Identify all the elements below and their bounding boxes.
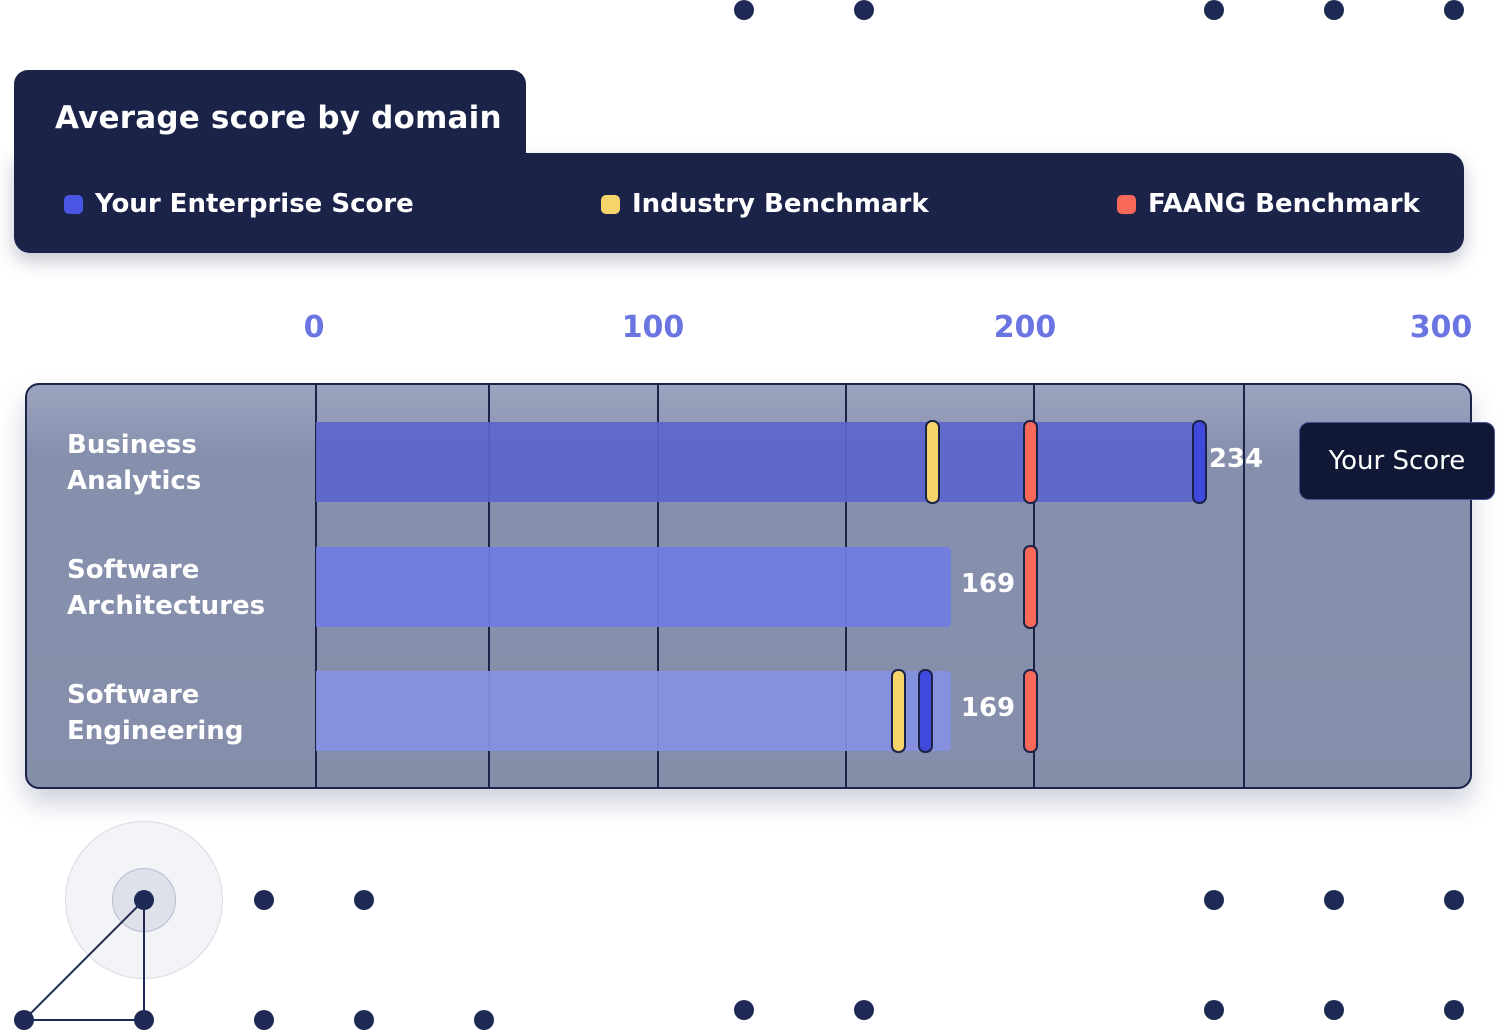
score-bar-business-analytics (316, 422, 1196, 502)
category-label-line: Business (67, 430, 197, 460)
your-score-marker (917, 669, 933, 753)
chart-panel: Business Analytics Software Architecture… (25, 383, 1472, 789)
header-panel (14, 153, 1464, 253)
decor-dot (734, 0, 754, 20)
decor-dot (134, 1010, 154, 1030)
decor-dot (1204, 890, 1224, 910)
decor-dot (1444, 1000, 1464, 1020)
category-label-line: Software (67, 555, 200, 585)
legend-item-industry: Industry Benchmark (601, 188, 929, 220)
x-tick-label: 200 (993, 310, 1057, 345)
value-label: 234 (1208, 444, 1264, 474)
faang-benchmark-marker (1022, 545, 1038, 629)
legend-swatch-enterprise-icon (64, 194, 83, 214)
value-label: 169 (960, 693, 1016, 723)
score-bar-software-architectures (316, 547, 951, 627)
decor-dot (854, 0, 874, 20)
decor-dot (354, 1010, 374, 1030)
category-label-line: Architectures (67, 591, 266, 621)
decor-dot (734, 1000, 754, 1020)
score-bar-software-engineering (316, 671, 951, 751)
chart-title: Average score by domain (55, 100, 502, 136)
category-label-line: Engineering (67, 716, 244, 746)
faang-benchmark-marker (1022, 420, 1038, 504)
decor-dot (854, 1000, 874, 1020)
legend-label: Industry Benchmark (632, 189, 929, 219)
decor-dot (1204, 1000, 1224, 1020)
decor-dot (254, 890, 274, 910)
decor-dot (1324, 890, 1344, 910)
industry-benchmark-marker (891, 669, 907, 753)
decor-dot (134, 890, 154, 910)
legend-swatch-industry-icon (601, 194, 620, 214)
x-tick-label: 300 (1409, 310, 1473, 345)
decor-dot (1444, 890, 1464, 910)
legend-label: FAANG Benchmark (1148, 189, 1420, 219)
your-score-tooltip: Your Score (1299, 422, 1495, 500)
legend-label: Your Enterprise Score (95, 189, 414, 219)
decor-dot (354, 890, 374, 910)
category-label-software-architectures: Software Architectures (67, 552, 265, 624)
decor-dot (1324, 0, 1344, 20)
category-label-line: Analytics (67, 466, 202, 496)
industry-benchmark-marker (925, 420, 941, 504)
your-score-marker (1191, 420, 1207, 504)
decor-dot (14, 1010, 34, 1030)
legend-swatch-faang-icon (1117, 194, 1136, 214)
decor-dot (474, 1010, 494, 1030)
x-tick-label: 100 (621, 310, 685, 345)
legend-item-faang: FAANG Benchmark (1117, 188, 1420, 220)
decor-dot (254, 1010, 274, 1030)
decor-dot (1204, 0, 1224, 20)
value-label: 169 (960, 569, 1016, 599)
decor-dot (1444, 0, 1464, 20)
category-label-business-analytics: Business Analytics (67, 427, 201, 499)
category-label-line: Software (67, 680, 200, 710)
category-label-software-engineering: Software Engineering (67, 677, 243, 749)
grid-line (1242, 385, 1245, 787)
legend-item-enterprise: Your Enterprise Score (64, 188, 414, 220)
x-tick-label: 0 (303, 310, 325, 345)
faang-benchmark-marker (1022, 669, 1038, 753)
decor-dot (1324, 1000, 1344, 1020)
